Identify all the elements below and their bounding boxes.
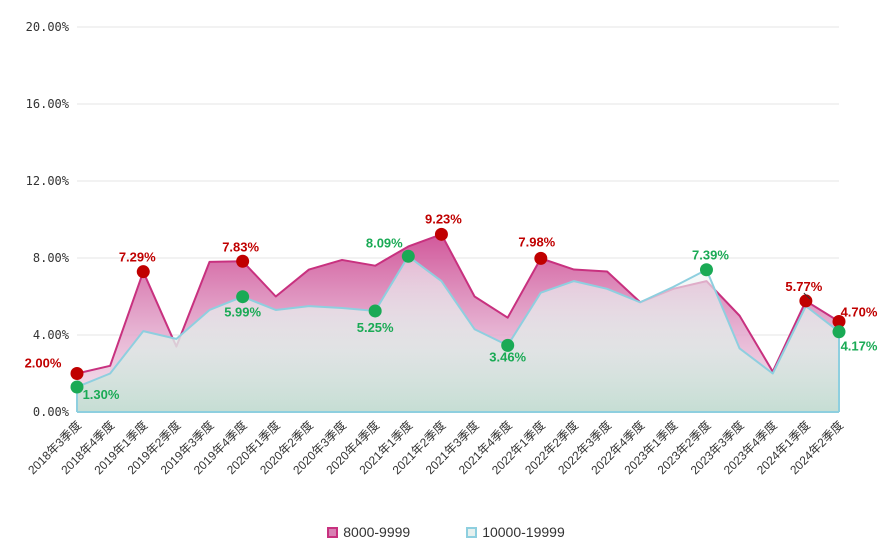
series-1-data-label: 4.70%	[841, 305, 878, 320]
y-tick-label: 16.00%	[26, 97, 70, 111]
series-2-line	[76, 255, 840, 388]
legend-swatch-series-1	[327, 526, 339, 538]
series-1-marker	[236, 254, 250, 268]
series-2-area	[77, 256, 839, 412]
legend: 8000-9999 10000-19999	[0, 522, 892, 542]
series-2-marker	[236, 290, 250, 304]
legend-label-series-2: 10000-19999	[482, 524, 565, 540]
series-2-data-label: 5.25%	[357, 320, 394, 335]
series-1-data-label: 9.23%	[425, 211, 462, 226]
series-2-data-label: 3.46%	[489, 349, 526, 364]
series-1-marker	[832, 315, 846, 329]
series-1-data-label: 5.77%	[785, 279, 822, 294]
series-1-data-label: 7.98%	[518, 234, 555, 249]
series-1-data-label: 2.00%	[25, 356, 62, 371]
series-1-marker	[799, 294, 813, 308]
y-tick-label: 4.00%	[33, 328, 70, 342]
series-2-marker	[501, 338, 515, 352]
series-1-marker	[70, 367, 84, 380]
series-1-marker	[136, 265, 150, 279]
y-axis: 0.00% 4.00% 8.00% 12.00% 16.00% 20.00%	[26, 20, 70, 419]
series-2-marker	[70, 380, 84, 394]
series-areas	[76, 233, 840, 412]
legend-label-series-1: 8000-9999	[343, 524, 411, 540]
legend-swatch-series-2	[466, 526, 478, 538]
y-tick-label: 20.00%	[26, 20, 70, 34]
series-2-marker	[699, 263, 713, 277]
series-2-data-label: 4.17%	[841, 339, 878, 354]
series-1-marker	[434, 227, 448, 241]
y-tick-label: 0.00%	[33, 405, 70, 419]
series-1-data-label: 7.29%	[119, 250, 156, 265]
series-2-marker	[832, 325, 846, 339]
series-2-data-label: 7.39%	[692, 248, 729, 263]
series-2-data-label: 1.30%	[83, 387, 120, 402]
series-2-data-label: 8.09%	[366, 235, 403, 250]
x-axis-labels: 2018年3季度2018年4季度2019年1季度2019年2季度2019年3季度…	[24, 418, 846, 478]
legend-item-series-2[interactable]: 10000-19999	[466, 524, 565, 540]
y-tick-label: 12.00%	[26, 174, 70, 188]
data-labels: 2.00% 7.29% 7.83% 9.23% 7.98% 5.77% 4.70% 1.30%…	[25, 211, 878, 402]
series-1-marker	[534, 251, 548, 265]
y-tick-label: 8.00%	[33, 251, 70, 265]
series-2-data-label: 5.99%	[224, 305, 261, 320]
series-2-marker	[401, 249, 415, 263]
leader-line	[803, 292, 811, 300]
series-2-marker	[368, 304, 382, 318]
legend-item-series-1[interactable]: 8000-9999	[327, 524, 410, 540]
series-1-data-label: 7.83%	[222, 239, 259, 254]
